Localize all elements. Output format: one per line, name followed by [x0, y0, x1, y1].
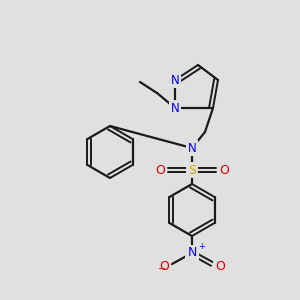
Text: S: S [188, 164, 196, 176]
Text: O: O [155, 164, 165, 176]
Text: O: O [219, 164, 229, 176]
Text: N: N [171, 101, 179, 115]
Text: N: N [188, 142, 196, 154]
Text: N: N [187, 247, 197, 260]
Text: +: + [198, 242, 205, 251]
Text: O: O [159, 260, 169, 274]
Text: −: − [158, 264, 166, 274]
Text: O: O [215, 260, 225, 274]
Text: N: N [171, 74, 179, 86]
